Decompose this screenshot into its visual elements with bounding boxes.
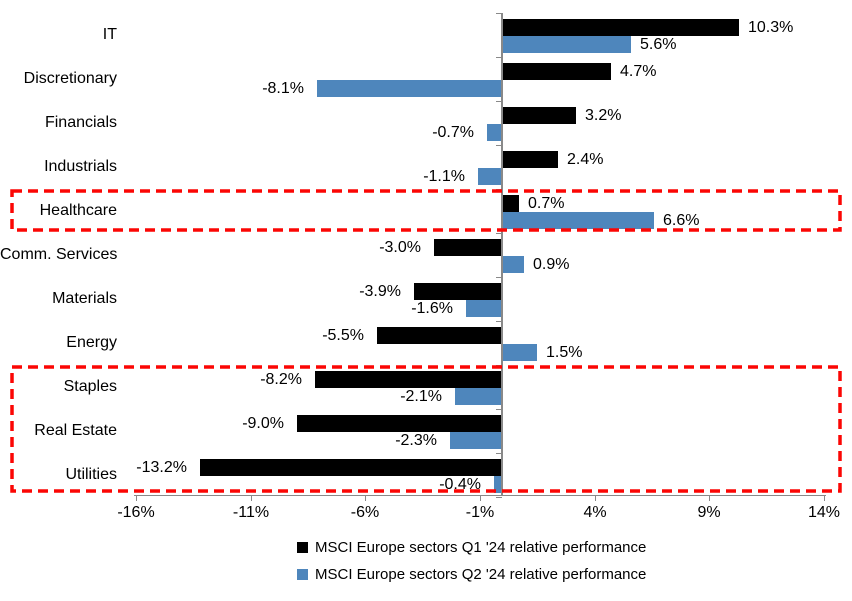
- category-axis-tick: [496, 57, 502, 58]
- category-label: Discretionary: [23, 70, 117, 87]
- x-axis-tick: [480, 495, 481, 501]
- bar-q1: [503, 19, 739, 36]
- category-axis-line: [501, 13, 503, 496]
- value-label-q1: -8.2%: [260, 371, 302, 388]
- category-label: IT: [102, 26, 117, 43]
- bar-q1: [377, 327, 503, 344]
- bar-q1: [200, 459, 503, 476]
- value-label-q1: 10.3%: [748, 19, 794, 36]
- bar-q2: [503, 344, 537, 361]
- category-axis-tick: [496, 233, 502, 234]
- bar-q1: [503, 107, 576, 124]
- bar-q1: [503, 63, 611, 80]
- value-label-q1: 0.7%: [528, 195, 565, 212]
- category-axis-tick: [496, 409, 502, 410]
- x-axis-tick-label: -1%: [465, 504, 495, 521]
- value-label-q2: -2.3%: [395, 432, 437, 449]
- x-axis-tick: [136, 495, 137, 501]
- value-label-q1: 4.7%: [620, 63, 657, 80]
- legend-item-q1: MSCI Europe sectors Q1 '24 relative perf…: [297, 538, 646, 557]
- category-axis-tick: [496, 497, 502, 498]
- value-label-q1: -3.0%: [379, 239, 421, 256]
- value-label-q2: 6.6%: [663, 212, 700, 229]
- category-axis-tick: [496, 101, 502, 102]
- bar-q2: [455, 388, 503, 405]
- x-axis-tick: [709, 495, 710, 501]
- bar-q2: [503, 36, 631, 53]
- chart-legend: MSCI Europe sectors Q1 '24 relative perf…: [297, 538, 646, 584]
- category-label: Utilities: [65, 466, 117, 483]
- x-axis-tick-label: 9%: [697, 504, 721, 521]
- category-label: Real Estate: [34, 422, 117, 439]
- x-axis-tick-label: 14%: [807, 504, 841, 521]
- bar-q2: [317, 80, 503, 97]
- bar-q2: [487, 124, 503, 141]
- x-axis-tick: [251, 495, 252, 501]
- value-label-q2: -1.1%: [423, 168, 465, 185]
- category-axis-tick: [496, 189, 502, 190]
- category-axis-tick: [496, 453, 502, 454]
- legend-marker-q1-icon: [297, 542, 308, 553]
- bar-q1: [315, 371, 503, 388]
- value-label-q1: 3.2%: [585, 107, 622, 124]
- value-label-q2: -0.4%: [439, 476, 481, 493]
- category-axis-tick: [496, 145, 502, 146]
- x-axis-tick: [824, 495, 825, 501]
- value-label-q1: -9.0%: [242, 415, 284, 432]
- value-label-q1: -5.5%: [322, 327, 364, 344]
- value-label-q2: -2.1%: [400, 388, 442, 405]
- legend-marker-q2-icon: [297, 569, 308, 580]
- value-label-q2: 5.6%: [640, 36, 677, 53]
- value-label-q2: -8.1%: [262, 80, 304, 97]
- value-label-q1: -3.9%: [359, 283, 401, 300]
- value-label-q2: -0.7%: [432, 124, 474, 141]
- bar-q1: [503, 195, 519, 212]
- category-axis-tick: [496, 321, 502, 322]
- bar-q1: [297, 415, 503, 432]
- bar-q1: [434, 239, 503, 256]
- legend-label-q1: MSCI Europe sectors Q1 '24 relative perf…: [315, 539, 647, 556]
- value-label-q2: 0.9%: [533, 256, 570, 273]
- bar-q2: [466, 300, 503, 317]
- category-axis-tick: [496, 13, 502, 14]
- value-label-q2: -1.6%: [411, 300, 453, 317]
- category-label: Staples: [63, 378, 117, 395]
- category-label: Energy: [66, 334, 117, 351]
- bar-q2: [503, 256, 524, 273]
- bar-q2: [503, 212, 654, 229]
- bar-q2: [478, 168, 503, 185]
- x-axis-tick-label: 4%: [583, 504, 607, 521]
- category-label: Comm. Services: [0, 246, 118, 263]
- bar-q2: [450, 432, 503, 449]
- x-axis-tick: [365, 495, 366, 501]
- legend-label-q2: MSCI Europe sectors Q2 '24 relative perf…: [315, 566, 647, 583]
- category-label: Healthcare: [39, 202, 117, 219]
- legend-item-q2: MSCI Europe sectors Q2 '24 relative perf…: [297, 565, 646, 584]
- x-axis-tick-label: -11%: [232, 504, 270, 521]
- category-label: Financials: [44, 114, 117, 131]
- x-axis-tick: [595, 495, 596, 501]
- value-label-q2: 1.5%: [546, 344, 583, 361]
- category-axis-tick: [496, 365, 502, 366]
- x-axis-tick-label: -16%: [117, 504, 155, 521]
- bar-q1: [503, 151, 558, 168]
- category-label: Materials: [52, 290, 117, 307]
- category-axis-tick: [496, 277, 502, 278]
- bar-q1: [414, 283, 503, 300]
- value-label-q1: -13.2%: [136, 459, 187, 476]
- x-axis-tick-label: -6%: [350, 504, 380, 521]
- category-label: Industrials: [44, 158, 117, 175]
- value-label-q1: 2.4%: [567, 151, 604, 168]
